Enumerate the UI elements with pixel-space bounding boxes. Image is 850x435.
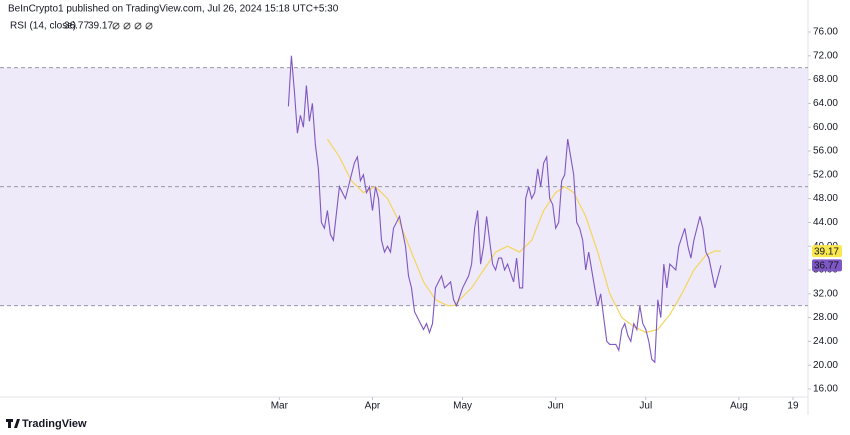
x-tick-label: Jul: [639, 401, 652, 412]
y-tick-label: 76.00: [813, 27, 838, 38]
x-tick-label: May: [453, 401, 472, 412]
y-tick-label: 24.00: [813, 336, 838, 347]
y-tick-label: 72.00: [813, 50, 838, 61]
legend-value: 39.17: [88, 21, 113, 32]
series-line: [287, 55, 722, 364]
footer-brand: TradingView: [22, 418, 87, 430]
price-tag: [812, 245, 842, 258]
footer-logo: [6, 419, 20, 428]
header-text: BeInCrypto1 published on TradingView.com…: [8, 4, 339, 15]
x-tick-label: Aug: [730, 401, 748, 412]
y-tick-label: 60.00: [813, 122, 838, 133]
price-tag-label: 39.17: [814, 246, 839, 257]
x-tick-label: Apr: [365, 401, 381, 412]
price-tag: [812, 259, 842, 272]
y-tick-label: 44.00: [813, 217, 838, 228]
y-tick-label: 28.00: [813, 312, 838, 323]
price-tag-label: 36.77: [814, 261, 839, 272]
y-tick-label: 16.00: [813, 384, 838, 395]
y-tick-label: 32.00: [813, 288, 838, 299]
y-tick-label: 48.00: [813, 193, 838, 204]
y-tick-label: 56.00: [813, 146, 838, 157]
legend-value: 36.77: [64, 21, 89, 32]
y-tick-label: 64.00: [813, 98, 838, 109]
legend-title: RSI (14, close): [10, 21, 76, 32]
series-line: [326, 138, 721, 334]
x-tick-label: Jun: [548, 401, 564, 412]
legend-icons: [112, 22, 153, 30]
y-tick-label: 20.00: [813, 360, 838, 371]
x-tick-label: Mar: [271, 401, 289, 412]
x-tick-label: 19: [787, 401, 799, 412]
y-tick-label: 52.00: [813, 169, 838, 180]
y-tick-label: 68.00: [813, 74, 838, 85]
